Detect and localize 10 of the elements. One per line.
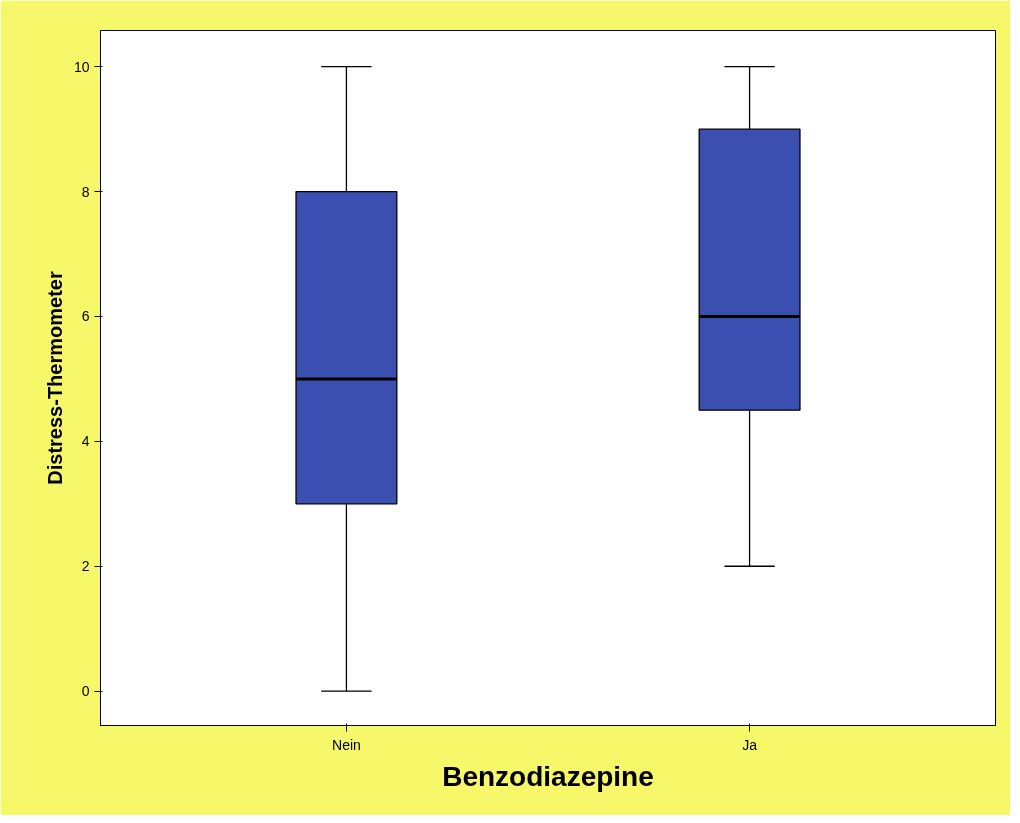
y-tick-label: 8 (81, 183, 90, 200)
y-tick-label: 0 (81, 683, 90, 700)
y-tick-label: 4 (81, 433, 90, 450)
y-tick-label: 10 (73, 58, 90, 75)
y-tick-label: 6 (81, 308, 90, 325)
x-tick-label: Ja (742, 736, 758, 753)
y-tick-label: 2 (81, 558, 90, 575)
x-axis-title: Benzodiazepine (442, 760, 654, 792)
x-tick-label: Nein (332, 736, 361, 753)
y-axis-title: Distress-Thermometer (43, 271, 66, 485)
